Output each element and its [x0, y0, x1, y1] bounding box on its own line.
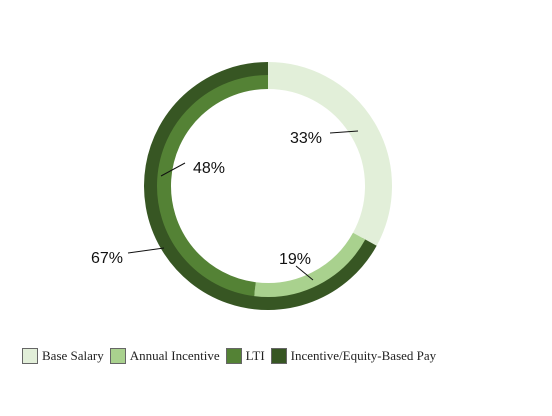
leader-line	[160, 162, 186, 177]
inner-ring-slice-base-salary	[267, 75, 379, 240]
data-label: 33%	[290, 130, 322, 147]
legend-item-lti: LTI	[225, 348, 265, 364]
legend-swatch	[270, 348, 287, 364]
data-label: 67%	[91, 250, 123, 267]
legend-swatch	[109, 348, 126, 364]
leader-line	[295, 265, 314, 281]
legend-label: Annual Incentive	[129, 348, 220, 363]
data-label: 19%	[279, 251, 311, 268]
legend-item-incentive-equity: Incentive/Equity-Based Pay	[270, 348, 437, 364]
leader-line	[127, 247, 165, 254]
legend-swatch	[22, 348, 38, 364]
legend-item-base-salary: Base Salary	[22, 348, 104, 364]
inner-ring-slice-annual-incentive	[254, 232, 366, 297]
legend-label: LTI	[245, 348, 265, 363]
legend-label: Base Salary	[42, 348, 104, 363]
legend-label: Incentive/Equity-Based Pay	[290, 348, 437, 363]
inner-ring-slice-lti	[157, 75, 269, 297]
legend-item-annual-incentive: Annual Incentive	[109, 348, 220, 364]
outer-ring-slice-base-salary	[267, 62, 392, 246]
legend-swatch	[225, 348, 242, 364]
outer-ring-slice-incentive-equity-based-pay	[144, 62, 377, 310]
leader-line	[329, 130, 359, 134]
chart-legend: Base Salary Annual Incentive LTI Incenti…	[22, 348, 442, 364]
data-label: 48%	[193, 160, 225, 177]
